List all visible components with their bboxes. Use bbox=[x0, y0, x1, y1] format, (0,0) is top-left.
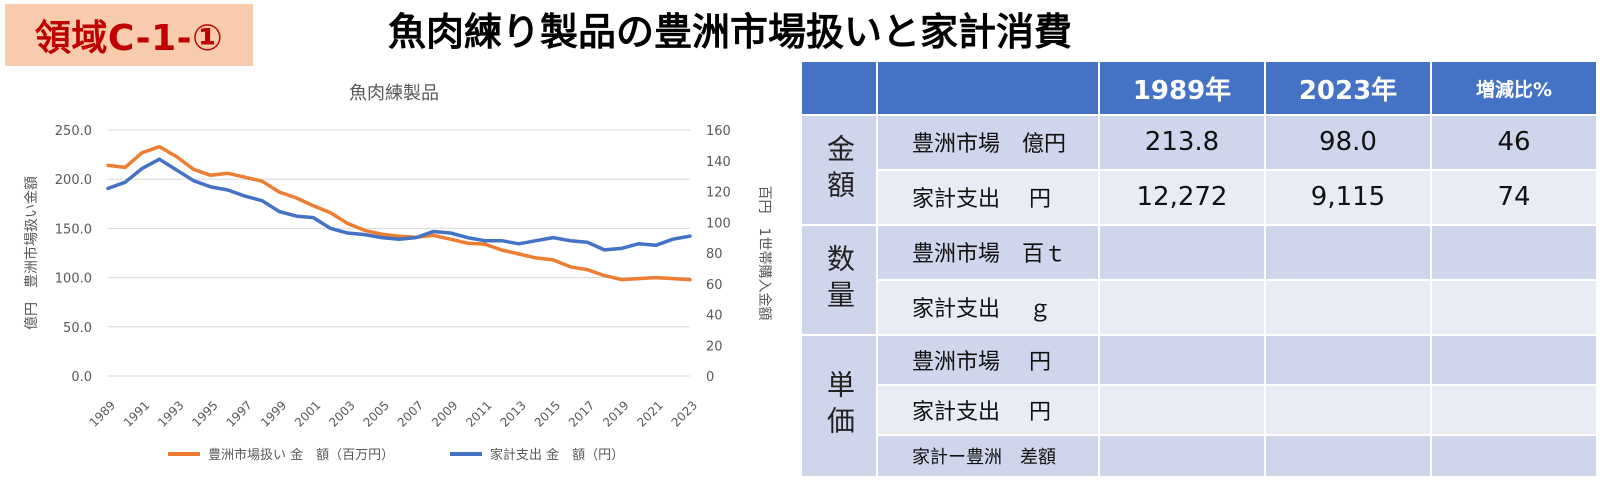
group-label-quantity: 数量 bbox=[800, 223, 878, 336]
table-row: 家計支出 円 bbox=[801, 383, 1598, 437]
row-label: 豊洲市場 円 bbox=[876, 333, 1100, 387]
group-label-unit-price: 単価 bbox=[800, 333, 878, 479]
y-left-axis-label: 億円 豊洲市場扱い金額 bbox=[23, 176, 40, 330]
cell-1989 bbox=[1098, 434, 1266, 478]
header-2023: 2023年 bbox=[1264, 60, 1432, 116]
cell-1989 bbox=[1098, 383, 1266, 437]
x-tick-label: 2017 bbox=[566, 398, 597, 429]
row-label: 家計支出 円 bbox=[876, 383, 1100, 437]
cell-2023: 98.0 bbox=[1264, 114, 1432, 171]
y-right-tick-label: 0 bbox=[706, 370, 714, 385]
header-change-ratio: 増減比% bbox=[1430, 60, 1598, 116]
cell-2023 bbox=[1264, 223, 1432, 281]
cell-ratio: 46 bbox=[1430, 114, 1598, 171]
cell-ratio bbox=[1430, 434, 1598, 478]
cell-1989 bbox=[1098, 223, 1266, 281]
y-left-tick-label: 200.0 bbox=[55, 173, 92, 188]
header-1989: 1989年 bbox=[1098, 60, 1266, 116]
table-row: 家計支出 円 12,272 9,115 74 bbox=[801, 168, 1598, 226]
comparison-table: 1989年 2023年 増減比% 金額 豊洲市場 億円 213.8 98.0 4… bbox=[800, 60, 1598, 479]
section-tag: 領域C-1-① bbox=[5, 4, 253, 66]
row-label: 家計ー豊洲 差額 bbox=[876, 434, 1100, 478]
y-left-tick-label: 150.0 bbox=[55, 222, 92, 237]
x-tick-label: 2015 bbox=[532, 398, 563, 429]
cell-2023 bbox=[1264, 434, 1432, 478]
table-row: 金額 豊洲市場 億円 213.8 98.0 46 bbox=[800, 114, 1598, 226]
row-label: 家計支出 円 bbox=[876, 168, 1100, 226]
cell-1989: 213.8 bbox=[1098, 114, 1266, 171]
cell-ratio bbox=[1430, 223, 1598, 281]
x-tick-label: 2003 bbox=[326, 398, 357, 429]
x-tick-label: 2005 bbox=[361, 398, 392, 429]
row-label: 豊洲市場 億円 bbox=[876, 114, 1100, 171]
y-left-tick-label: 50.0 bbox=[63, 321, 92, 336]
x-tick-label: 1995 bbox=[189, 398, 220, 429]
y-right-tick-label: 160 bbox=[706, 124, 731, 139]
y-left-tick-label: 100.0 bbox=[55, 272, 92, 287]
y-right-axis-label: 百円 1世帯購入金額 bbox=[756, 186, 772, 321]
table-header-row: 1989年 2023年 増減比% bbox=[800, 60, 1598, 116]
row-label: 家計支出 ｇ bbox=[876, 278, 1100, 336]
x-tick-label: 1997 bbox=[224, 398, 255, 429]
cell-ratio bbox=[1430, 333, 1598, 387]
y-right-tick-label: 140 bbox=[706, 155, 731, 170]
x-tick-label: 2001 bbox=[292, 398, 323, 429]
y-right-tick-label: 20 bbox=[706, 339, 723, 354]
x-tick-label: 2007 bbox=[395, 398, 426, 429]
x-tick-label: 2021 bbox=[634, 398, 665, 429]
x-tick-label: 2019 bbox=[600, 398, 631, 429]
table-row: 数量 豊洲市場 百ｔ bbox=[800, 223, 1598, 336]
y-left-tick-label: 0.0 bbox=[71, 370, 92, 385]
y-right-tick-label: 60 bbox=[706, 278, 723, 293]
table-row: 家計ー豊洲 差額 bbox=[801, 434, 1598, 478]
page-title: 魚肉練り製品の豊洲市場扱いと家計消費 bbox=[387, 10, 1072, 54]
cell-1989: 12,272 bbox=[1098, 168, 1266, 226]
series-line-household bbox=[106, 157, 692, 252]
x-tick-label: 2023 bbox=[669, 398, 700, 429]
cell-1989 bbox=[1098, 278, 1266, 336]
header-cell-blank bbox=[876, 60, 1100, 116]
table-row: 家計支出 ｇ bbox=[801, 278, 1598, 336]
series-line-market bbox=[106, 144, 692, 282]
x-tick-label: 1991 bbox=[121, 398, 152, 429]
y-right-tick-label: 100 bbox=[706, 216, 731, 231]
legend-label: 家計支出 金 額（円） bbox=[490, 447, 624, 463]
line-chart: 魚肉練製品 0.0 50.0 100.0 150.0 200.0 250.0 0 20 40 60 8… bbox=[23, 83, 772, 463]
chart-title: 魚肉練製品 bbox=[349, 83, 439, 104]
legend-label: 豊洲市場扱い 金 額（百万円） bbox=[208, 447, 394, 463]
table-row: 単価 豊洲市場 円 bbox=[800, 333, 1598, 479]
y-right-tick-label: 40 bbox=[706, 309, 723, 324]
x-tick-label: 2011 bbox=[463, 398, 494, 429]
y-right-tick-label: 80 bbox=[706, 247, 723, 262]
cell-ratio bbox=[1430, 278, 1598, 336]
x-tick-label: 2009 bbox=[429, 398, 460, 429]
x-tick-label: 1999 bbox=[258, 398, 289, 429]
cell-2023 bbox=[1264, 333, 1432, 387]
cell-ratio: 74 bbox=[1430, 168, 1598, 226]
y-left-tick-label: 250.0 bbox=[55, 124, 92, 139]
cell-2023: 9,115 bbox=[1264, 168, 1432, 226]
x-tick-label: 1993 bbox=[155, 398, 186, 429]
cell-2023 bbox=[1264, 278, 1432, 336]
cell-1989 bbox=[1098, 333, 1266, 387]
row-label: 豊洲市場 百ｔ bbox=[876, 223, 1100, 281]
cell-2023 bbox=[1264, 383, 1432, 437]
x-tick-label: 2013 bbox=[497, 398, 528, 429]
x-tick-label: 1989 bbox=[87, 398, 118, 429]
header-cell-blank bbox=[800, 60, 878, 116]
y-right-tick-label: 120 bbox=[706, 186, 731, 201]
cell-ratio bbox=[1430, 383, 1598, 437]
group-label-amount: 金額 bbox=[800, 114, 878, 226]
